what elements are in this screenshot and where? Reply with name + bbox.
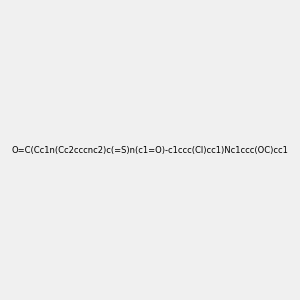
Text: O=C(Cc1n(Cc2cccnc2)c(=S)n(c1=O)-c1ccc(Cl)cc1)Nc1ccc(OC)cc1: O=C(Cc1n(Cc2cccnc2)c(=S)n(c1=O)-c1ccc(Cl… <box>12 146 288 154</box>
